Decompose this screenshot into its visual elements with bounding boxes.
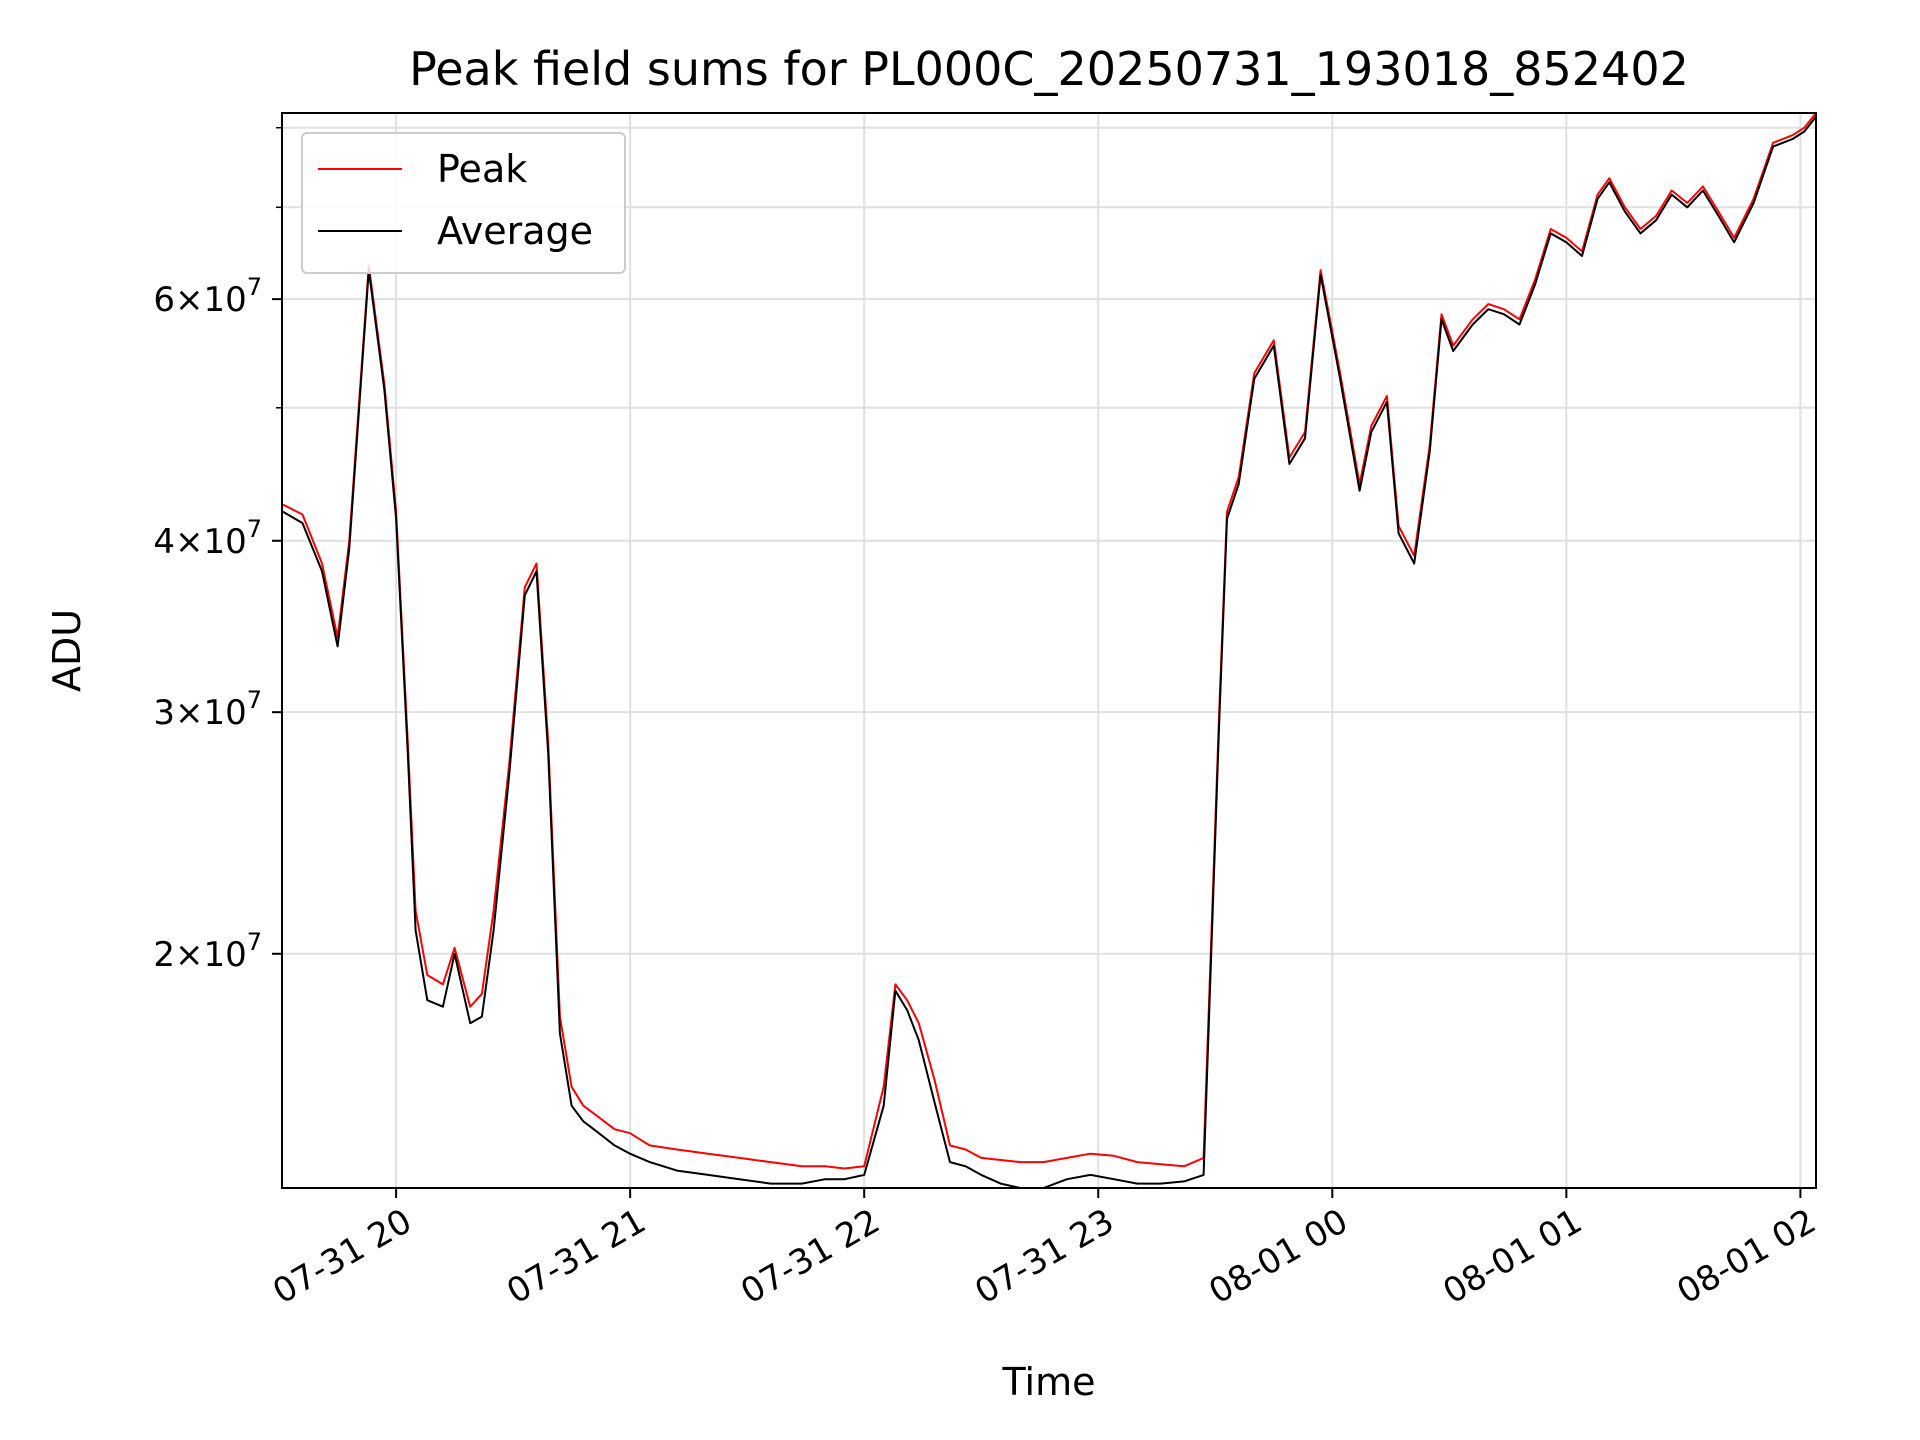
y-tick-mantissa: 2	[153, 935, 175, 975]
y-tick-exponent: 7	[247, 686, 262, 714]
y-tick-label: 6×107	[153, 273, 262, 320]
chart-title: Peak field sums for PL000C_20250731_1930…	[409, 42, 1689, 96]
y-tick-mantissa: 3	[153, 693, 175, 733]
grid	[282, 113, 1816, 1188]
y-tick-times: ×10	[175, 280, 247, 320]
legend: Peak Average	[301, 132, 626, 274]
y-tick-label: 3×107	[153, 686, 262, 733]
y-tick-exponent: 7	[247, 928, 262, 956]
y-tick-mantissa: 6	[153, 280, 175, 320]
legend-label-average: Average	[437, 209, 593, 253]
series-line-peak	[282, 112, 1817, 1170]
legend-label-peak: Peak	[437, 147, 527, 191]
y-tick-exponent: 7	[247, 515, 262, 543]
series-line-average	[282, 115, 1817, 1189]
y-tick-exponent: 7	[247, 273, 262, 301]
x-axis-label: Time	[1002, 1360, 1096, 1404]
y-tick-times: ×10	[175, 522, 247, 562]
y-axis-label: ADU	[45, 609, 89, 692]
y-tick-mantissa: 4	[153, 522, 175, 562]
y-tick-label: 2×107	[153, 928, 262, 975]
plot-frame	[281, 112, 1817, 1189]
y-tick-times: ×10	[175, 935, 247, 975]
y-tick-times: ×10	[175, 693, 247, 733]
series-group	[282, 112, 1817, 1189]
y-tick-label: 4×107	[153, 515, 262, 562]
